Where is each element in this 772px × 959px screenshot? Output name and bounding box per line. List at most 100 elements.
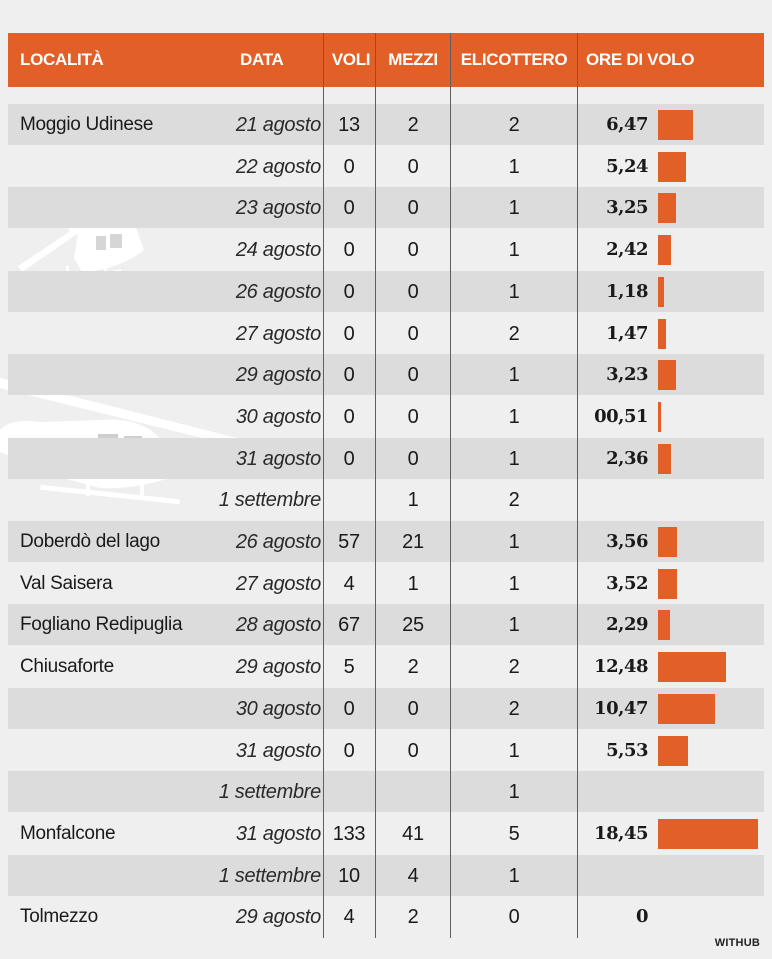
data-cell: 31 agosto [235, 739, 321, 762]
table-row [8, 270, 764, 312]
data-cell: 31 agosto [235, 447, 321, 470]
table-row [8, 604, 764, 646]
voli-cell: 0 [343, 155, 355, 178]
elicottero-cell: 1 [508, 197, 520, 220]
ore-bar [658, 151, 687, 182]
voli-cell: 0 [343, 447, 355, 470]
ore-cell: 10,47 [594, 697, 648, 719]
elicottero-cell: 1 [508, 781, 520, 804]
ore-bar [658, 443, 671, 474]
data-cell: 24 agosto [235, 239, 321, 262]
mezzi-cell: 0 [407, 155, 419, 178]
column-divider [577, 33, 578, 938]
localita-cell: Doberdò del lago [20, 531, 160, 552]
table-row [8, 521, 764, 562]
ore-cell: 3,23 [606, 364, 648, 386]
ore-cell: 12,48 [594, 656, 648, 678]
data-cell: 21 agosto [235, 114, 321, 136]
elicottero-cell: 2 [508, 322, 520, 345]
mezzi-cell: 41 [402, 822, 424, 845]
mezzi-cell: 0 [407, 364, 419, 387]
ore-cell: 3,25 [606, 197, 648, 219]
credit-label: WITHUB [714, 937, 760, 949]
ore-bar [658, 610, 671, 641]
localita-cell: Fogliano Redipuglia [20, 614, 183, 636]
mezzi-cell: 2 [407, 656, 419, 679]
voli-cell: 0 [343, 239, 355, 262]
voli-cell: 4 [343, 572, 355, 595]
voli-cell: 133 [332, 822, 366, 845]
data-cell: 1 settembre [218, 864, 322, 887]
header-ore-di-volo: ORE DI VOLO [586, 50, 695, 69]
ore-bar [658, 193, 676, 224]
header-elicottero: ELICOTTERO [460, 50, 568, 69]
data-cell: 29 agosto [235, 364, 321, 387]
data-cell: 27 agosto [235, 572, 321, 595]
ore-bar [658, 818, 758, 849]
voli-cell: 0 [343, 197, 355, 220]
ore-bar [658, 693, 715, 724]
voli-cell: 0 [343, 405, 355, 428]
ore-cell: 5,53 [606, 739, 648, 761]
mezzi-cell: 1 [407, 572, 419, 595]
ore-bar [658, 401, 661, 432]
ore-bar [658, 318, 666, 349]
data-cell: 1 settembre [218, 489, 322, 512]
header-bar [8, 33, 764, 87]
mezzi-cell: 0 [407, 239, 419, 262]
table-row [8, 771, 764, 813]
voli-cell: 57 [338, 531, 360, 553]
elicottero-cell: 1 [508, 405, 520, 428]
ore-cell: 0 [635, 906, 649, 928]
voli-cell: 67 [338, 614, 360, 637]
column-divider [323, 33, 324, 938]
data-cell: 30 agosto [235, 405, 321, 428]
ore-cell: 18,45 [594, 822, 648, 844]
ore-bar [658, 527, 678, 557]
elicottero-cell: 1 [508, 447, 520, 470]
ore-cell: 3,52 [606, 572, 648, 594]
table-row [8, 354, 764, 396]
elicottero-cell: 2 [508, 114, 520, 136]
data-cell: 1 settembre [218, 781, 322, 804]
voli-cell: 4 [343, 906, 355, 929]
elicottero-cell: 2 [508, 489, 520, 512]
ore-bar [658, 235, 672, 266]
mezzi-cell: 1 [407, 489, 419, 512]
elicottero-cell: 1 [508, 364, 520, 387]
voli-cell: 0 [343, 697, 355, 720]
voli-cell: 10 [338, 864, 360, 887]
mezzi-cell: 0 [407, 322, 419, 345]
mezzi-cell: 2 [407, 906, 419, 929]
elicottero-cell: 1 [508, 864, 520, 887]
localita-cell: Val Saisera [20, 572, 113, 594]
data-cell: 31 agosto [235, 822, 321, 845]
ore-bar [658, 568, 678, 599]
mezzi-cell: 0 [407, 739, 419, 762]
data-cell: 29 agosto [235, 906, 321, 929]
ore-cell: 1,18 [606, 280, 648, 302]
ore-cell: 00,51 [594, 405, 648, 427]
mezzi-cell: 0 [407, 197, 419, 220]
mezzi-cell: 4 [407, 864, 419, 887]
elicottero-cell: 5 [508, 822, 520, 845]
mezzi-cell: 0 [407, 447, 419, 470]
voli-cell: 0 [343, 364, 355, 387]
ore-bar [658, 360, 676, 391]
elicottero-cell: 1 [508, 572, 520, 595]
ore-cell: 6,47 [606, 114, 648, 135]
localita-cell: Tolmezzo [20, 906, 98, 928]
elicottero-cell: 1 [508, 280, 520, 303]
localita-cell: Chiusaforte [20, 656, 114, 678]
data-cell: 28 agosto [235, 614, 321, 637]
elicottero-cell: 1 [508, 739, 520, 762]
data-cell: 26 agosto [235, 531, 321, 553]
data-cell: 30 agosto [235, 697, 321, 720]
mezzi-cell: 0 [407, 280, 419, 303]
data-cell: 26 agosto [235, 280, 321, 303]
ore-cell: 2,36 [606, 447, 648, 469]
header-localita: LOCALITÀ [20, 50, 104, 69]
ore-cell: 2,29 [606, 614, 648, 636]
ore-cell: 1,47 [606, 322, 648, 344]
